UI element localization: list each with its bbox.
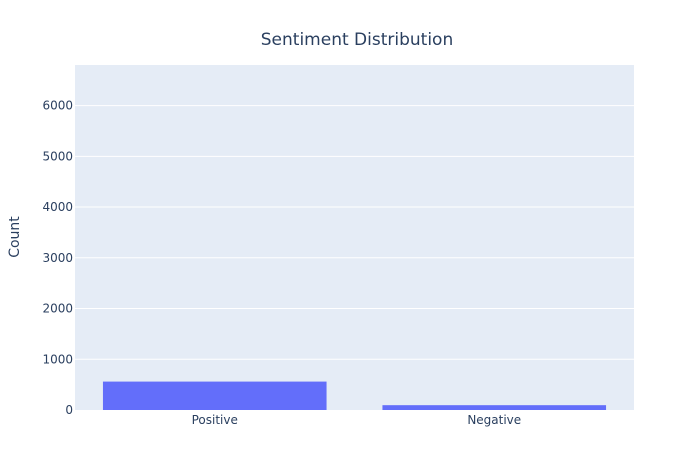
x-tick-label: Positive xyxy=(192,413,238,427)
y-tick-label: 2000 xyxy=(42,302,73,316)
x-tick-labels: Positive Negative xyxy=(192,413,522,427)
y-axis-title: Count xyxy=(7,216,23,258)
y-gridlines xyxy=(75,105,634,360)
chart-title: Sentiment Distribution xyxy=(261,30,453,50)
x-tick-label: Negative xyxy=(467,413,521,427)
y-tick-label: 1000 xyxy=(42,352,73,366)
bars xyxy=(102,381,607,410)
bar-negative xyxy=(382,405,607,410)
plot-background xyxy=(75,65,634,410)
y-tick-label: 6000 xyxy=(42,99,73,113)
y-tick-labels: 0 1000 2000 3000 4000 5000 6000 xyxy=(42,99,73,417)
y-tick-label: 4000 xyxy=(42,200,73,214)
bar-positive xyxy=(102,381,327,410)
y-tick-label: 5000 xyxy=(42,149,73,163)
y-tick-label: 0 xyxy=(65,403,73,417)
y-tick-label: 3000 xyxy=(42,251,73,265)
